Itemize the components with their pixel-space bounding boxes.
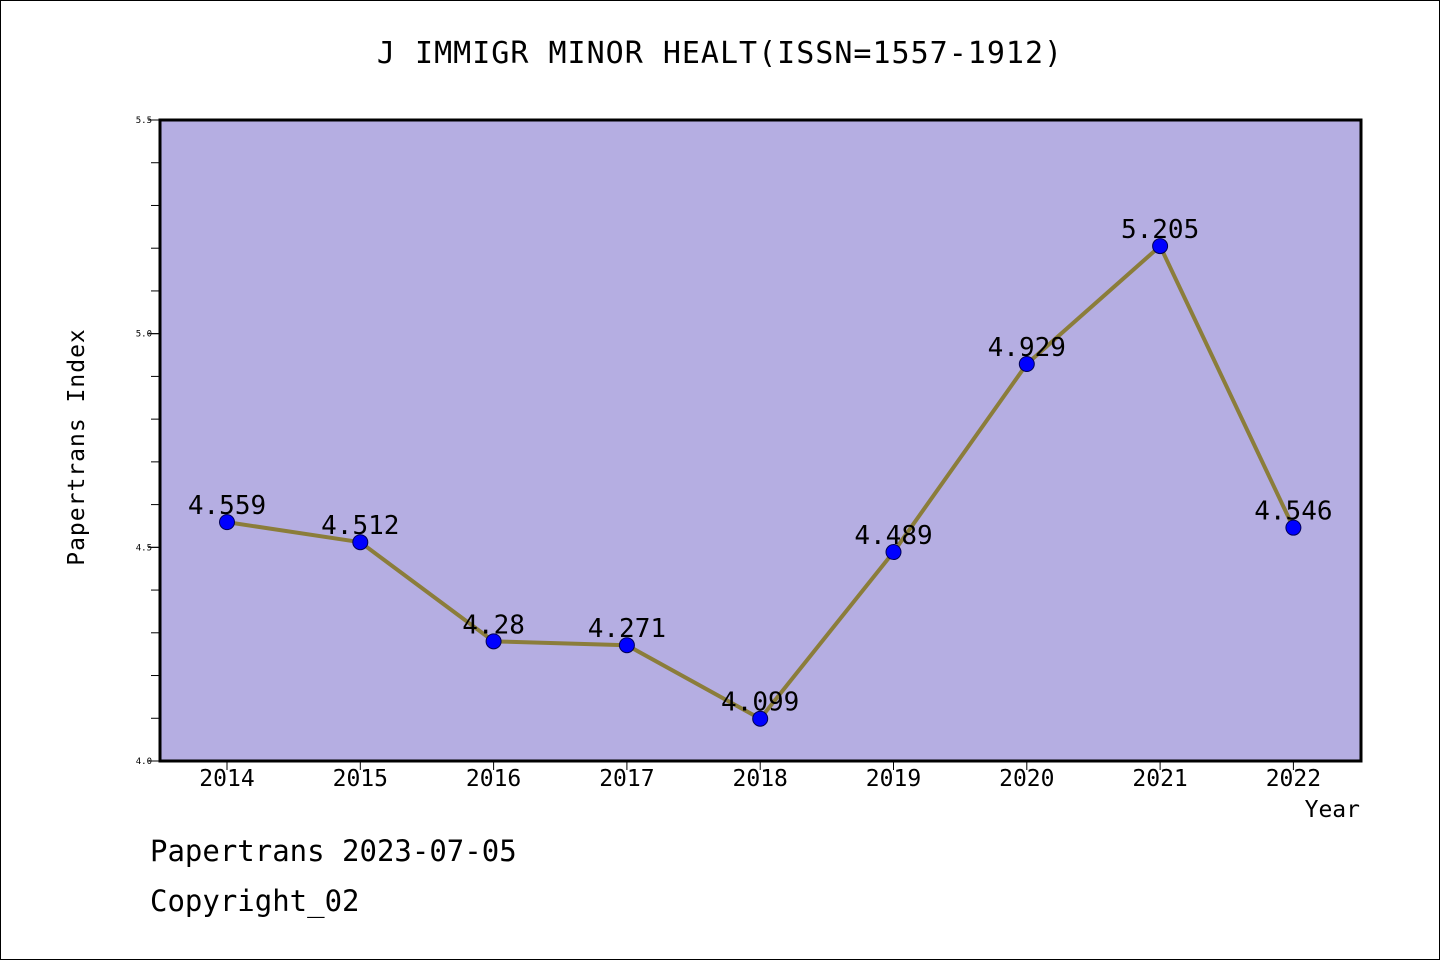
y-tick-label: 5.5	[136, 116, 152, 126]
x-tick-label: 2017	[599, 766, 654, 792]
x-tick-label: 2015	[333, 766, 388, 792]
data-point	[1018, 356, 1035, 373]
x-tick-label: 2020	[999, 766, 1054, 792]
data-point	[1285, 519, 1302, 536]
data-point	[219, 514, 235, 531]
data-point	[485, 633, 502, 650]
data-label: 5.205	[1121, 215, 1199, 245]
x-axis-label: Year	[1304, 797, 1360, 823]
data-label: 4.099	[721, 688, 799, 718]
data-point	[885, 544, 902, 561]
x-tick-label: 2018	[733, 766, 788, 792]
x-tick-label: 2022	[1266, 766, 1321, 792]
data-label: 4.559	[188, 491, 266, 521]
x-tick-label: 2021	[1132, 766, 1187, 792]
footer-copyright: Copyright_02	[150, 884, 360, 918]
y-tick-label: 4.5	[136, 543, 152, 553]
plot-border	[158, 118, 1363, 763]
y-tick-label: 5.0	[136, 330, 152, 340]
x-tick-label: 2019	[866, 766, 921, 792]
x-axis: 2014 2015 2016 2017 2018 2019 2020 2021 2022	[199, 761, 1321, 792]
y-axis: 4.0 4.5 5.0 5.5	[136, 116, 160, 767]
data-label: 4.489	[854, 521, 932, 551]
x-tick-label: 2016	[466, 766, 521, 792]
series-layer: 4.559 4.512 4.28 4.271 4.099 4.489 4.929 5.205 4…	[188, 215, 1333, 727]
data-label: 4.546	[1254, 497, 1332, 527]
data-label: 4.271	[588, 614, 666, 644]
data-label: 4.929	[988, 333, 1066, 363]
data-label: 4.28	[462, 610, 525, 640]
data-label: 4.512	[321, 511, 399, 541]
y-tick-label: 4.0	[136, 757, 152, 767]
data-point	[352, 534, 369, 551]
footer-date: Papertrans 2023-07-05	[150, 834, 517, 868]
data-point	[618, 637, 635, 654]
x-tick-label: 2014	[199, 766, 254, 792]
chart-title: J IMMIGR MINOR HEALT(ISSN=1557-1912)	[376, 36, 1064, 71]
data-point	[1152, 238, 1169, 255]
data-point	[752, 710, 769, 727]
plot-area	[160, 120, 1361, 761]
